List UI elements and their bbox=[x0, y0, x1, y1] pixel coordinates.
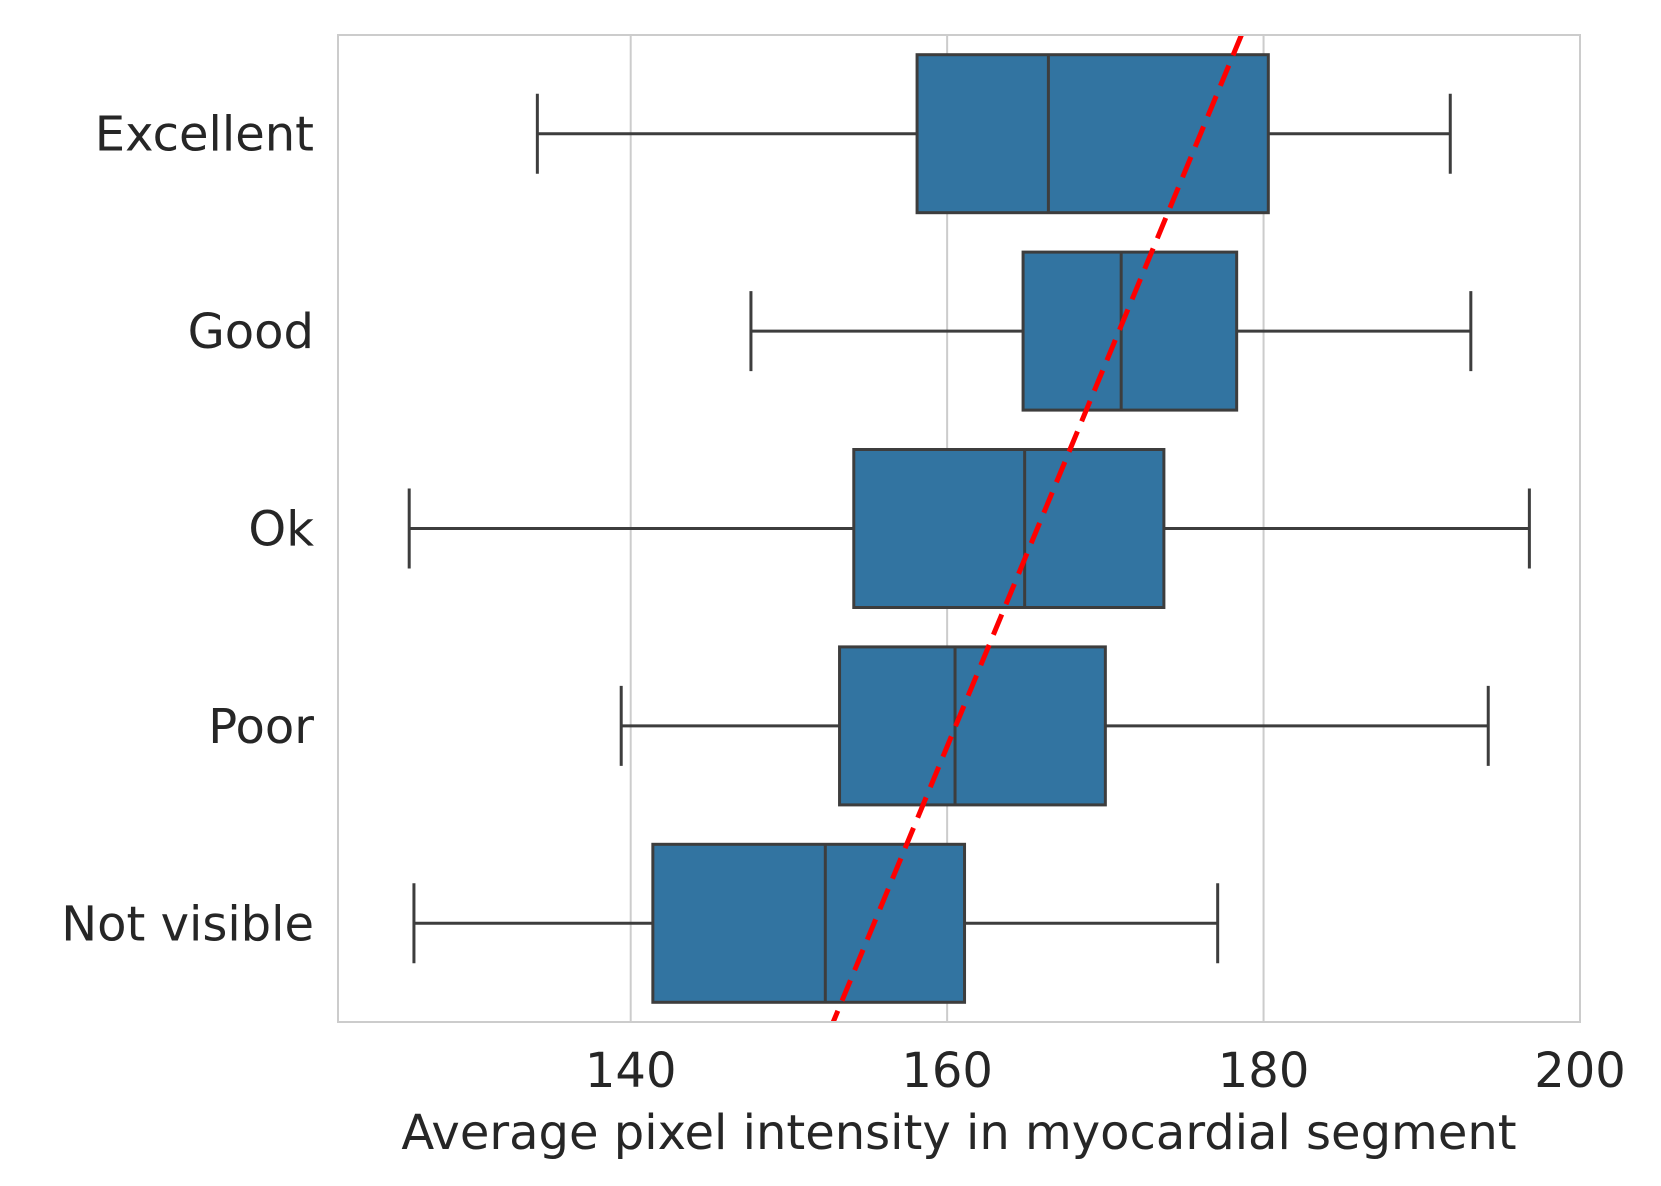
box-not-visible bbox=[412, 842, 1220, 1004]
trend-line-dashed bbox=[830, 34, 1244, 1023]
box-poor bbox=[619, 645, 1490, 807]
x-tick-label-180: 180 bbox=[1218, 1043, 1310, 1099]
y-axis-categories: Excellent Good Ok Poor Not visible bbox=[61, 107, 314, 953]
iqr-box bbox=[651, 842, 967, 1004]
x-tick-label-200: 200 bbox=[1534, 1043, 1626, 1099]
x-tick-label-160: 160 bbox=[901, 1043, 993, 1099]
y-category-label-not-visible: Not visible bbox=[61, 896, 314, 952]
y-category-label-excellent: Excellent bbox=[95, 107, 314, 163]
trend-line-layer bbox=[830, 34, 1244, 1023]
box-series bbox=[407, 53, 1531, 1004]
x-tick-label-140: 140 bbox=[585, 1043, 677, 1099]
x-axis-ticks: 140 160 180 200 bbox=[585, 1043, 1626, 1099]
box-ok bbox=[407, 448, 1531, 609]
y-category-label-good: Good bbox=[188, 304, 314, 360]
x-axis-label: Average pixel intensity in myocardial se… bbox=[401, 1105, 1516, 1161]
iqr-box bbox=[838, 645, 1107, 807]
iqr-box bbox=[915, 53, 1270, 215]
y-category-label-poor: Poor bbox=[208, 699, 314, 755]
y-category-label-ok: Ok bbox=[248, 502, 314, 558]
box-good bbox=[749, 250, 1473, 412]
iqr-box bbox=[852, 448, 1166, 609]
iqr-box bbox=[1021, 250, 1239, 412]
box-excellent bbox=[535, 53, 1452, 215]
plot-frame bbox=[337, 34, 1581, 1023]
